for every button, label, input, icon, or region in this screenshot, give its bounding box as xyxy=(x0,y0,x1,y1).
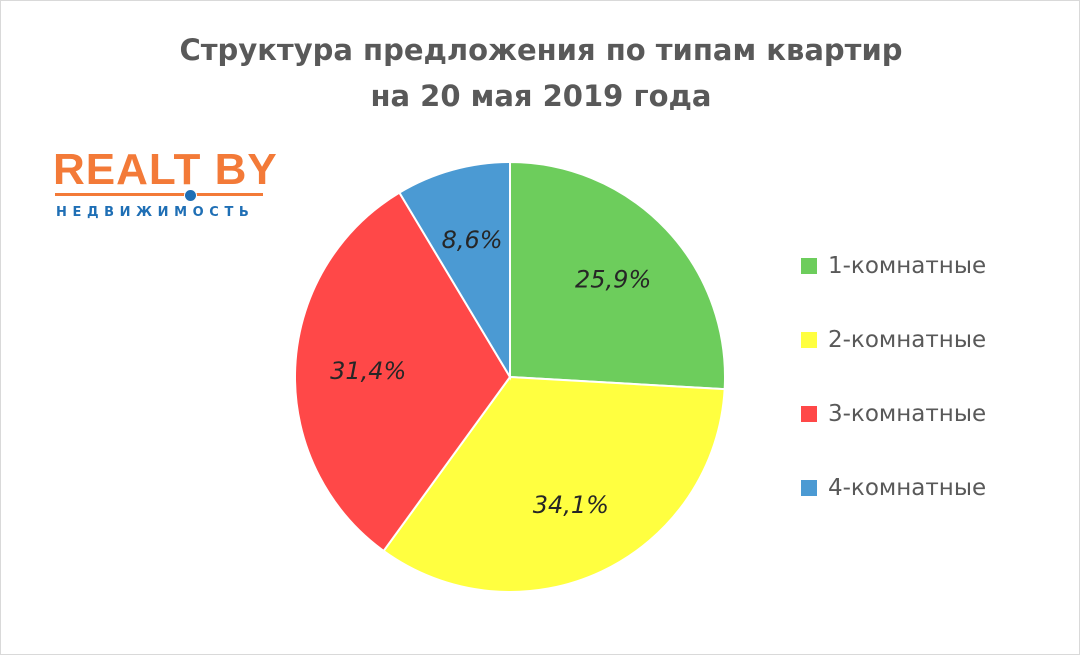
legend-swatch-3 xyxy=(801,406,817,422)
legend-swatch-4 xyxy=(801,480,817,496)
pie-slice-2 xyxy=(382,375,726,593)
data-label-2: 34,1% xyxy=(533,491,609,519)
legend-label-1: 1-комнатные xyxy=(828,253,987,279)
logo-underline xyxy=(55,193,263,196)
chart-title: Структура предложения по типам квартир н… xyxy=(1,27,1080,119)
logo-dot-icon xyxy=(184,189,197,202)
pie-slice-1 xyxy=(509,160,726,391)
chart-title-line-1: Структура предложения по типам квартир xyxy=(179,33,903,67)
chart-title-line-2: на 20 мая 2019 года xyxy=(370,79,712,113)
legend-label-4: 4-комнатные xyxy=(828,475,987,501)
data-label-3: 31,4% xyxy=(330,357,406,385)
logo-subtitle: НЕДВИЖИМОСТЬ xyxy=(56,205,255,220)
data-label-4: 8,6% xyxy=(442,226,503,254)
logo-wordmark: REALT BY xyxy=(53,145,278,194)
legend-label-2: 2-комнатные xyxy=(828,327,987,353)
pie-slice-4 xyxy=(398,160,511,381)
pie-slice-3 xyxy=(294,191,512,553)
data-label-1: 25,9% xyxy=(575,266,651,294)
legend-swatch-2 xyxy=(801,332,817,348)
legend-swatch-1 xyxy=(801,258,817,274)
realt-by-logo: REALT BY НЕДВИЖИМОСТЬ xyxy=(53,147,277,227)
legend-label-3: 3-комнатные xyxy=(828,401,987,427)
